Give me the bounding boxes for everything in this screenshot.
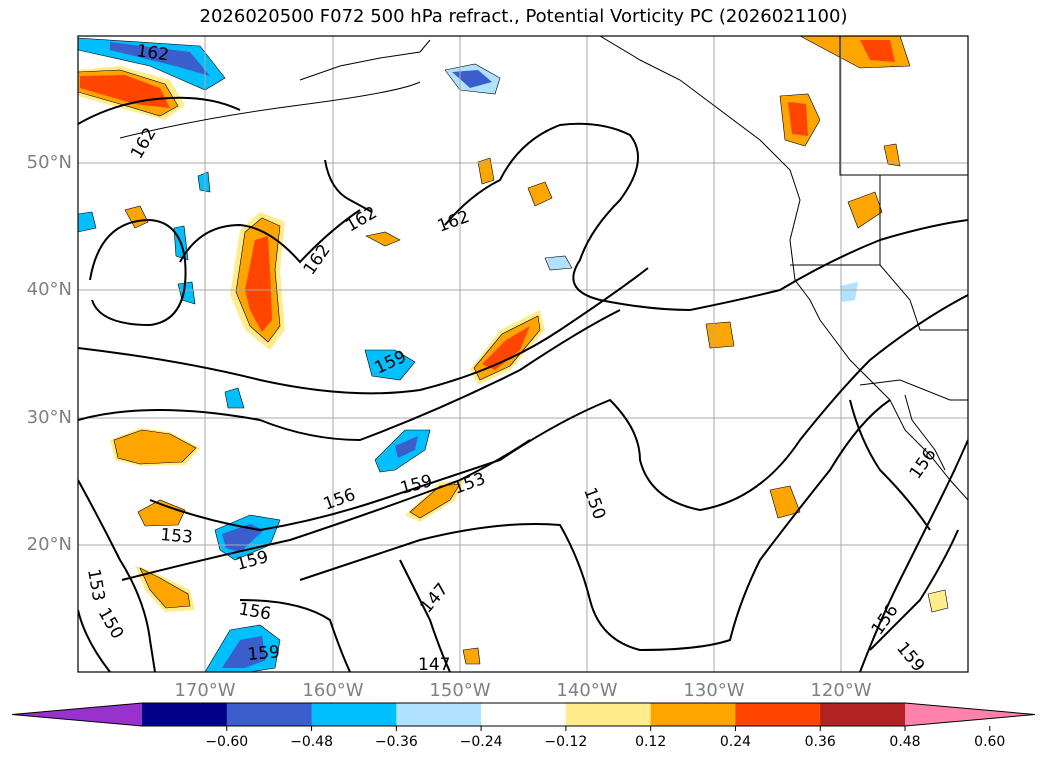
contour-label: 147 bbox=[418, 655, 450, 675]
pv-positive-area bbox=[113, 429, 197, 465]
colorbar-extend-low bbox=[12, 703, 142, 726]
lon-label-150w: 150°W bbox=[429, 680, 491, 701]
contour-label: 156 bbox=[237, 599, 272, 624]
contour-label: 153 bbox=[451, 469, 488, 499]
pv-shading bbox=[78, 36, 949, 672]
contour-label: 150 bbox=[579, 485, 609, 522]
colorbar-swatch bbox=[142, 703, 228, 726]
lat-label-40n: 40°N bbox=[26, 279, 72, 300]
pv-positive-area bbox=[883, 143, 901, 167]
pv-positive-area bbox=[927, 589, 949, 613]
contour-label: 156 bbox=[321, 485, 358, 515]
pv-positive-area bbox=[860, 40, 895, 62]
pv-negative-area bbox=[222, 636, 266, 668]
pv-negative-area bbox=[840, 282, 858, 302]
lat-label-20n: 20°N bbox=[26, 534, 72, 555]
lat-label-50n: 50°N bbox=[26, 152, 72, 173]
coastlines bbox=[119, 36, 968, 501]
colorbar-tick-label: −0.60 bbox=[205, 734, 249, 750]
contour-label: 156 bbox=[868, 601, 903, 639]
pv-negative-area bbox=[110, 42, 210, 76]
contour-label: 153 bbox=[160, 525, 194, 548]
pv-positive-area bbox=[139, 567, 191, 609]
colorbar-tick-label: 0.12 bbox=[635, 734, 667, 750]
pv-negative-area bbox=[395, 436, 418, 458]
pv-positive-area bbox=[462, 647, 481, 665]
contour-label: 153 bbox=[83, 567, 108, 602]
pv-negative-area bbox=[197, 171, 211, 193]
colorbar-swatch bbox=[311, 703, 397, 726]
colorbar-tick-label: 0.48 bbox=[889, 734, 921, 750]
pv-positive-area bbox=[769, 485, 801, 519]
lat-label-30n: 30°N bbox=[26, 407, 72, 428]
pv-positive-area bbox=[847, 191, 883, 229]
contour-label: 159 bbox=[892, 638, 928, 676]
contour-label: 162 bbox=[435, 207, 472, 237]
lon-label-170w: 170°W bbox=[174, 680, 236, 701]
contour-label: 147 bbox=[417, 579, 453, 617]
colorbar-swatch bbox=[820, 703, 906, 726]
lon-label-120w: 120°W bbox=[810, 680, 872, 701]
contour-label: 162 bbox=[135, 41, 170, 65]
pv-positive-area bbox=[482, 326, 530, 370]
pv-negative-area bbox=[224, 387, 245, 409]
map-title: 2026020500 F072 500 hPa refract., Potent… bbox=[199, 6, 848, 27]
colorbar-tick-label: −0.12 bbox=[544, 734, 588, 750]
pv-positive-area bbox=[477, 157, 495, 185]
map-frame bbox=[77, 35, 969, 673]
colorbar-tick-label: 0.60 bbox=[974, 734, 1006, 750]
pv-positive-area bbox=[705, 321, 735, 349]
contour-label: 162 bbox=[343, 203, 381, 237]
pv-positive-area bbox=[124, 205, 149, 229]
colorbar-extend-high bbox=[905, 703, 1035, 726]
pv-negative-area bbox=[78, 211, 97, 233]
pv-negative-area bbox=[452, 70, 492, 88]
colorbar-outline bbox=[11, 702, 1036, 727]
colorbar-tick-label: 0.24 bbox=[719, 734, 752, 750]
lon-label-130w: 130°W bbox=[683, 680, 745, 701]
colorbar-tick-label: −0.24 bbox=[459, 734, 503, 750]
colorbar-tick-label: −0.36 bbox=[374, 734, 418, 750]
colorbar-tick-label: −0.48 bbox=[290, 734, 333, 750]
contour-label: 162 bbox=[300, 241, 335, 279]
contour-label: 159 bbox=[247, 642, 281, 665]
colorbar-swatch bbox=[650, 703, 736, 726]
lon-label-140w: 140°W bbox=[556, 680, 618, 701]
colorbar-tick-label: 0.36 bbox=[804, 734, 836, 750]
pv-positive-area bbox=[799, 36, 911, 69]
colorbar-swatch bbox=[565, 703, 652, 726]
lon-label-160w: 160°W bbox=[302, 680, 364, 701]
colorbar bbox=[11, 702, 1036, 731]
pv-positive-area bbox=[365, 231, 401, 247]
colorbar-swatch bbox=[226, 703, 313, 726]
pv-positive-area bbox=[245, 236, 272, 332]
pv-positive-area bbox=[527, 181, 553, 207]
pv-negative-area bbox=[364, 349, 416, 381]
colorbar-swatch bbox=[735, 703, 821, 726]
colorbar-swatch bbox=[481, 703, 567, 726]
pv-negative-area bbox=[544, 255, 573, 271]
pv-positive-area bbox=[788, 102, 808, 136]
graticule bbox=[78, 36, 968, 672]
contour-label: 150 bbox=[94, 605, 128, 643]
colorbar-swatch bbox=[396, 703, 482, 726]
refractivity-contours bbox=[78, 96, 968, 672]
